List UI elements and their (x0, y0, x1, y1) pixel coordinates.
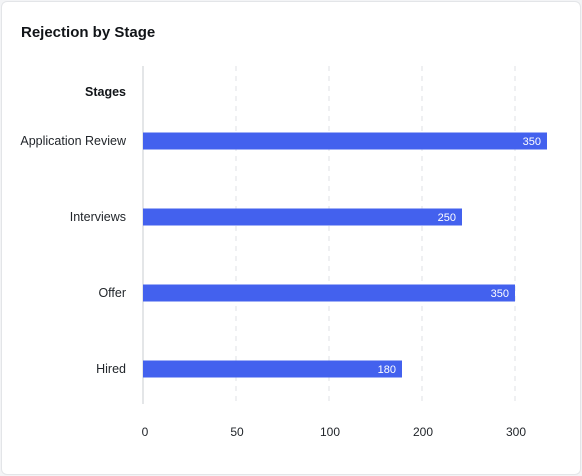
x-tick-label: 100 (320, 425, 340, 439)
category-label: Application Review (20, 134, 127, 148)
bar-value-label: 180 (378, 364, 396, 376)
bar (143, 132, 547, 150)
bar-value-label: 350 (523, 136, 541, 148)
x-tick-label: 200 (413, 425, 433, 439)
bar (143, 284, 515, 302)
chart-title: Rejection by Stage (21, 24, 156, 41)
x-tick-label: 300 (506, 425, 526, 439)
x-tick-label: 0 (142, 425, 149, 439)
bar (143, 208, 462, 226)
bar-value-label: 350 (491, 288, 509, 300)
category-label: Offer (98, 286, 126, 300)
bar-value-label: 250 (438, 212, 456, 224)
category-header: Stages (85, 85, 126, 99)
category-label: Interviews (70, 210, 126, 224)
category-label: Hired (96, 362, 126, 376)
x-tick-label: 50 (230, 425, 244, 439)
bar (143, 360, 402, 378)
